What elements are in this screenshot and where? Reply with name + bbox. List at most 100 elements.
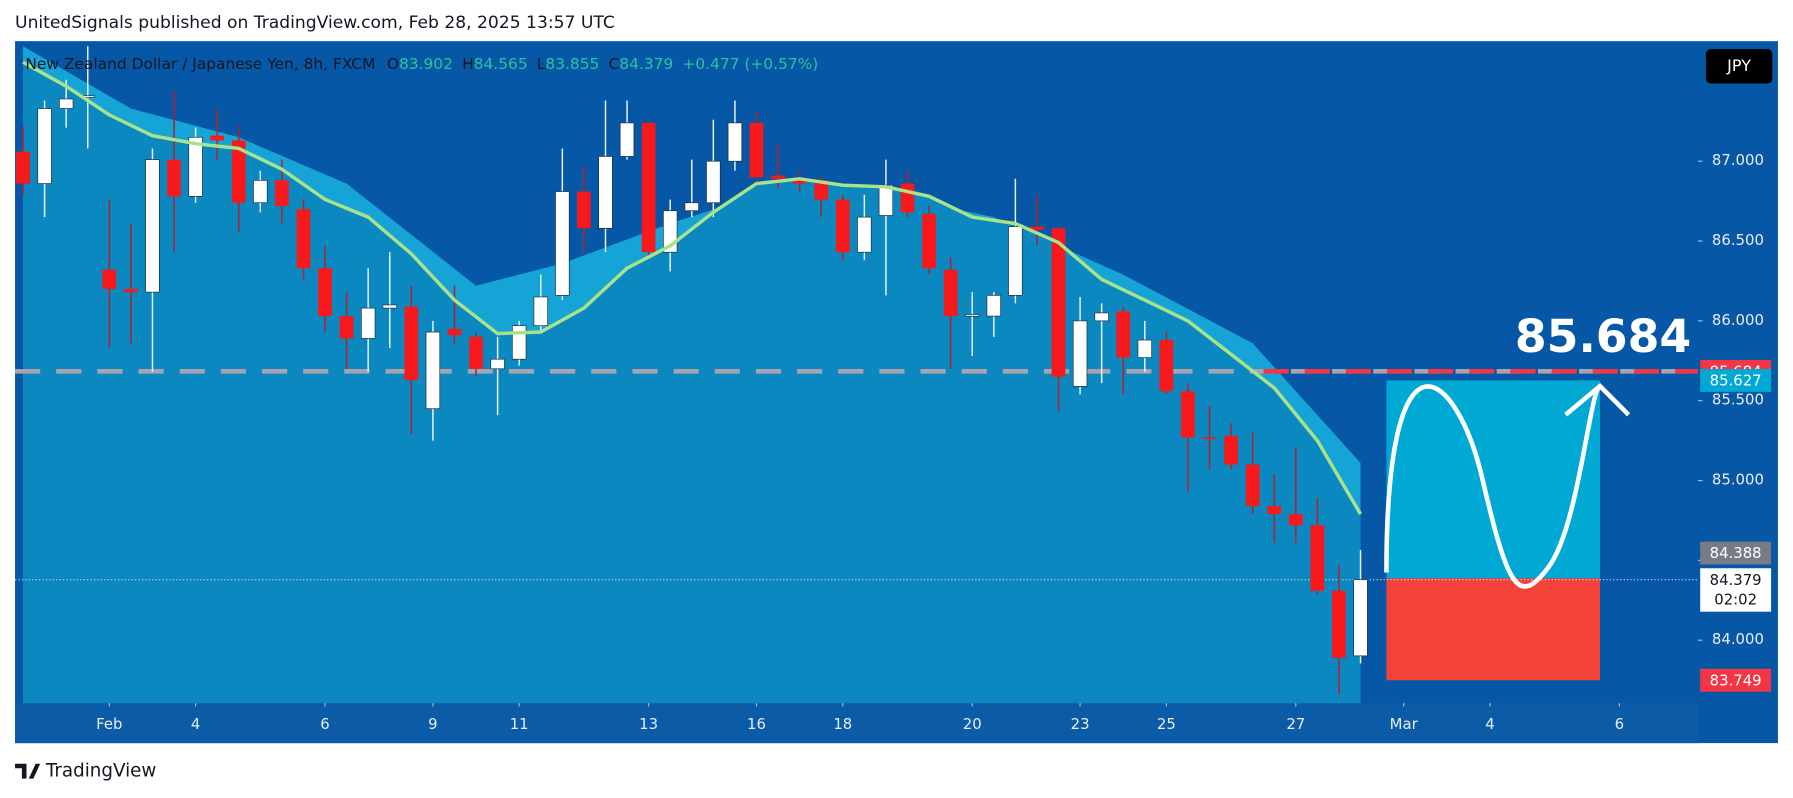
ohlc-value: 83.855	[545, 55, 599, 73]
candle-body	[382, 304, 397, 309]
stop-zone	[1386, 578, 1600, 681]
candle-body	[275, 180, 289, 206]
stop-tag-bg	[1700, 668, 1772, 692]
x-tick-label: 6	[1615, 715, 1624, 733]
x-tick-label: 16	[747, 715, 766, 733]
candle-body	[1202, 437, 1217, 440]
candle-body	[102, 269, 117, 289]
ohlc-key: L	[537, 55, 546, 73]
candle-body	[1224, 435, 1238, 465]
x-tick-label: 18	[833, 715, 852, 733]
candle-body	[511, 325, 527, 360]
x-tick-label: 23	[1071, 715, 1090, 733]
logo: TradingView	[15, 761, 156, 782]
candle-body	[167, 159, 181, 197]
candle-body	[749, 122, 764, 178]
candle-body	[16, 151, 30, 184]
candle-body	[1094, 312, 1109, 322]
candle-body	[641, 122, 656, 253]
candle-body	[188, 136, 203, 197]
candle-body	[1137, 339, 1153, 358]
countdown: 02:02	[1714, 590, 1757, 608]
plot: 85.68484.00084.50085.00085.50086.00086.5…	[15, 46, 1772, 733]
legend-header: New Zealand Dollar / Japanese Yen, 8h, F…	[25, 55, 818, 73]
x-tick-label: Mar	[1390, 715, 1419, 733]
candle-body	[943, 269, 958, 317]
x-tick-label: 6	[320, 715, 329, 733]
ohlc-value: 84.379	[619, 55, 673, 73]
candle-body	[37, 108, 52, 184]
candle-body	[835, 199, 850, 253]
x-tick-label: 27	[1286, 715, 1305, 733]
last-tag: 84.379	[1710, 571, 1762, 589]
entry-tag-bg	[1700, 541, 1772, 565]
candle-body	[965, 314, 980, 317]
ohlc-key: O	[387, 55, 399, 73]
currency-button[interactable]	[1705, 49, 1773, 84]
y-tick-label: 85.500	[1712, 391, 1764, 409]
candle-body	[792, 178, 807, 184]
entry-tag: 84.388	[1710, 544, 1762, 562]
candle-body	[339, 316, 354, 339]
change: +0.477 (+0.57%)	[682, 55, 818, 73]
ma-line	[22, 60, 1363, 515]
candle-body	[425, 331, 441, 410]
candle-body	[706, 160, 721, 204]
candle-body	[360, 307, 376, 339]
y-tick-label: 86.000	[1712, 311, 1764, 329]
ohlc-key: C	[609, 55, 620, 73]
candle-body	[1051, 228, 1066, 377]
target-tag: 85.627	[1710, 372, 1762, 390]
candle-body	[210, 135, 225, 141]
candle-body	[814, 180, 829, 200]
candle-body	[1159, 340, 1174, 392]
candle-body	[1267, 506, 1282, 515]
target-tag-bg	[1700, 369, 1772, 392]
candle-body	[857, 216, 872, 253]
candle-body	[900, 183, 915, 213]
candle-body	[1310, 525, 1325, 591]
candle-body	[1332, 590, 1346, 658]
y-tick-label: 84.000	[1712, 630, 1764, 648]
forecast-curve	[1384, 384, 1602, 589]
x-tick-label: Feb	[96, 715, 122, 733]
x-tick-label: 25	[1157, 715, 1176, 733]
x-tick-label: 4	[191, 715, 200, 733]
candle-body	[253, 180, 268, 204]
candle-body	[490, 358, 505, 370]
candle-body	[1353, 579, 1368, 657]
candle-body	[922, 213, 936, 269]
logo-text: TradingView	[45, 761, 157, 782]
candle-body	[771, 175, 785, 179]
x-tick-label: 13	[639, 715, 658, 733]
currency-label[interactable]: JPY	[1726, 56, 1751, 75]
candle-body	[555, 191, 570, 296]
candle-body	[684, 202, 699, 212]
forecast-arrowhead	[1564, 383, 1631, 417]
candle-body	[986, 294, 1001, 317]
candle-body	[1030, 226, 1044, 230]
candle-body	[296, 209, 311, 269]
candle-body	[1245, 464, 1260, 507]
candle-body	[1288, 514, 1303, 526]
candle-body	[145, 159, 160, 293]
candle-body	[1181, 391, 1195, 438]
candle-body	[619, 122, 635, 157]
candle-body	[124, 288, 138, 293]
candle-body	[1008, 226, 1023, 296]
symbol: New Zealand Dollar / Japanese Yen, 8h, F…	[25, 55, 375, 73]
candle-body	[1116, 311, 1131, 358]
candle-body	[469, 336, 483, 369]
y-tick-label: 86.500	[1712, 231, 1764, 249]
ohlc-key: H	[462, 55, 474, 73]
level-annotation: 85.684	[1515, 310, 1691, 363]
stop-tag: 83.749	[1710, 671, 1762, 689]
y-tick-label: 87.000	[1712, 151, 1764, 169]
candle-body	[598, 156, 613, 229]
x-tick-label: 4	[1485, 715, 1494, 733]
target-zone	[1386, 380, 1600, 579]
ohlc-value: 84.565	[474, 55, 528, 73]
candle-body	[577, 191, 591, 229]
